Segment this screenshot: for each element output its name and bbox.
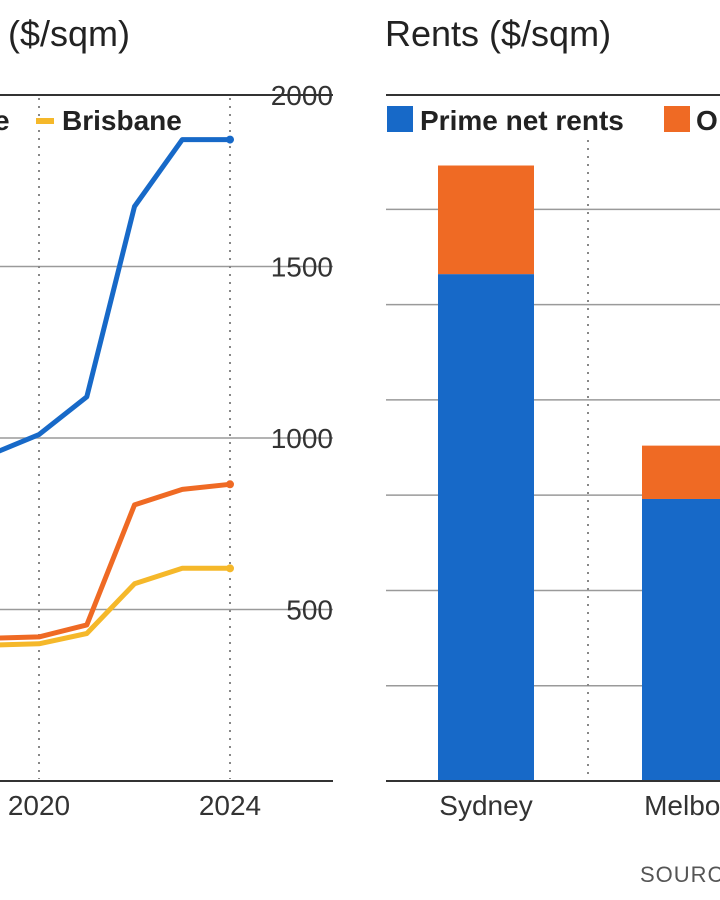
legend-label-brisbane: Brisbane [62,105,182,136]
line-end-point-melbourne [226,480,234,489]
line-end-point-brisbane [226,564,234,573]
legend-label-prime-net-rents: Prime net rents [420,105,624,136]
line-chart-series [0,135,234,648]
line-end-point-sydney [226,135,234,144]
line-series-melbourne [0,481,233,641]
x-tick-label-2024: 2024 [199,790,261,821]
legend-swatch-prime-net-rents [387,106,413,132]
line-chart-gridlines [0,98,333,779]
line-series-brisbane [0,565,233,648]
y-tick-label-1500: 1500 [271,252,333,283]
bar-sydney-segment-1 [438,165,534,275]
bar-chart-legend: Prime net rents O [387,105,718,136]
line-series-sydney [0,137,233,454]
legend-swatch-outgoings [664,106,690,132]
line-chart-y-tick-labels: 2000 1500 1000 500 [271,80,333,626]
line-chart-x-tick-labels: 2020 2024 [8,790,261,821]
legend-label-sydney-fragment: e [0,105,10,136]
category-label-sydney: Sydney [439,790,532,821]
y-tick-label-1000: 1000 [271,423,333,454]
bar-chart-title: Rents ($/sqm) [385,13,611,54]
bar-melbou-segment-0 [642,498,720,781]
bar-chart-bars [438,165,720,781]
x-tick-label-2020: 2020 [8,790,70,821]
bar-melbou-segment-1 [642,445,720,499]
category-label-melbou: Melbou [644,790,720,821]
line-chart-legend: e Brisbane [0,105,182,136]
bar-chart-panel: Rents ($/sqm) Prime net rents O Sydney Me… [385,13,720,821]
source-note: SOURC [640,862,720,887]
y-tick-label-500: 500 [286,595,333,626]
y-tick-label-2000: 2000 [271,80,333,111]
bar-sydney-segment-0 [438,274,534,781]
line-chart-title: ($/sqm) [8,13,130,54]
bar-chart-category-labels: Sydney Melbou [439,790,720,821]
legend-label-outgoings-fragment: O [696,105,718,136]
